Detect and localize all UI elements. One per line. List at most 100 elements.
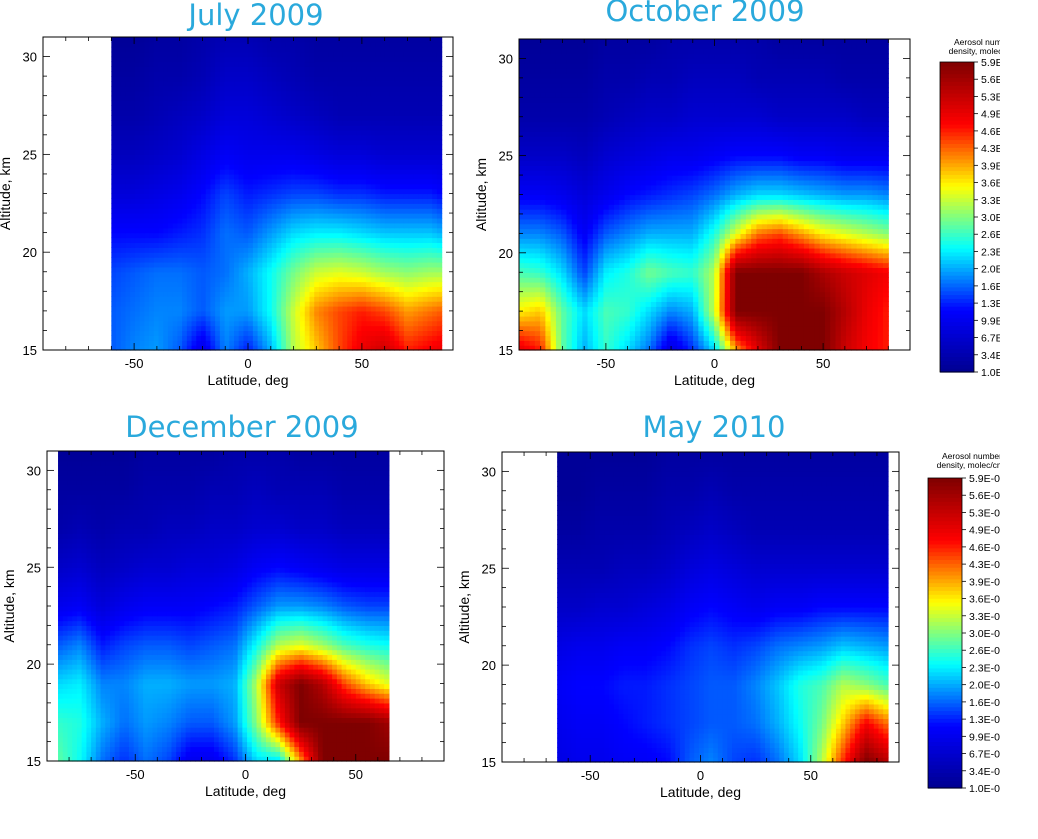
heatmap-cell — [399, 76, 405, 82]
heatmap-cell — [384, 125, 391, 131]
heatmap-cell — [229, 178, 235, 185]
heatmap-cell — [196, 237, 202, 244]
heatmap-cell — [408, 110, 414, 116]
heatmap-cell — [337, 100, 344, 107]
heatmap-cell — [730, 335, 736, 341]
heatmap-cell — [384, 217, 391, 224]
heatmap-cell — [351, 46, 358, 53]
heatmap-cell — [229, 183, 235, 190]
heatmap-cell — [163, 46, 169, 53]
heatmap-cell — [436, 51, 443, 58]
heatmap-cell — [200, 71, 207, 77]
heatmap-cell — [120, 217, 127, 224]
heatmap-cell — [234, 291, 240, 297]
heatmap-cell — [186, 95, 193, 102]
heatmap-cell — [205, 120, 212, 126]
heatmap-cell — [243, 81, 249, 87]
heatmap-cell — [224, 183, 230, 190]
heatmap-cell — [281, 198, 287, 204]
heatmap-cell — [182, 305, 188, 312]
heatmap-cell — [200, 51, 207, 58]
heatmap-cell — [267, 330, 273, 336]
heatmap-cell — [229, 71, 235, 77]
heatmap-cell — [300, 232, 306, 239]
heatmap-cell — [394, 134, 400, 141]
heatmap-cell — [413, 325, 419, 332]
heatmap-cell — [408, 340, 414, 346]
heatmap-cell — [210, 252, 216, 258]
heatmap-cell — [370, 173, 377, 180]
heatmap-cell — [314, 335, 320, 341]
heatmap-cell — [323, 237, 329, 244]
heatmap-cell — [295, 100, 301, 107]
heatmap-cell — [323, 208, 329, 214]
heatmap-cell — [300, 203, 306, 209]
heatmap-cell — [267, 85, 273, 92]
heatmap-cell — [342, 149, 348, 155]
heatmap-cell — [370, 242, 377, 248]
heatmap-cell — [295, 105, 301, 111]
heatmap-cell — [229, 257, 235, 263]
heatmap-cell — [318, 310, 325, 317]
heatmap-cell — [394, 41, 400, 48]
heatmap-cell — [243, 276, 249, 283]
heatmap-cell — [351, 61, 358, 67]
heatmap-cell — [333, 71, 339, 77]
heatmap-cell — [295, 345, 301, 351]
heatmap-cell — [361, 310, 367, 317]
heatmap-cell — [351, 125, 358, 131]
heatmap-cell — [285, 266, 292, 273]
heatmap-cell — [144, 325, 150, 332]
heatmap-cell — [271, 305, 278, 312]
heatmap-cell — [380, 247, 386, 253]
heatmap-cell — [613, 335, 620, 341]
heatmap-cell — [186, 291, 193, 297]
heatmap-cell — [134, 46, 141, 53]
heatmap-cell — [629, 325, 636, 332]
heatmap-cell — [519, 340, 525, 346]
heatmap-cell — [229, 173, 235, 180]
heatmap-cell — [243, 110, 249, 116]
heatmap-cell — [366, 345, 372, 351]
heatmap-cell — [295, 139, 301, 146]
heatmap-cell — [243, 242, 249, 248]
heatmap-cell — [399, 208, 405, 214]
heatmap-cell — [370, 340, 377, 346]
heatmap-cell — [745, 345, 752, 351]
heatmap-cell — [210, 198, 216, 204]
heatmap-cell — [219, 301, 226, 307]
heatmap-cell — [139, 56, 145, 63]
heatmap-cell — [158, 37, 164, 43]
heatmap-cell — [120, 90, 127, 97]
heatmap-cell — [116, 66, 122, 72]
heatmap-cell — [380, 183, 386, 190]
heatmap-cell — [403, 125, 410, 131]
heatmap-cell — [333, 110, 339, 116]
heatmap-cell — [234, 90, 240, 97]
heatmap-cell — [267, 173, 273, 180]
heatmap-cell — [418, 281, 424, 288]
heatmap-cell — [356, 247, 362, 253]
heatmap-cell — [640, 330, 647, 337]
heatmap-cell — [177, 237, 183, 244]
heatmap-cell — [116, 85, 122, 92]
heatmap-cell — [267, 271, 273, 278]
heatmap-cell — [342, 247, 348, 253]
heatmap-cell — [134, 222, 141, 229]
heatmap-cell — [191, 271, 197, 278]
heatmap-cell — [196, 271, 202, 278]
heatmap-cell — [422, 276, 429, 283]
heatmap-cell — [403, 276, 410, 283]
heatmap-cell — [422, 85, 429, 92]
heatmap-cell — [337, 90, 344, 97]
heatmap-cell — [403, 56, 410, 63]
heatmap-cell — [196, 310, 202, 317]
heatmap-cell — [724, 335, 731, 341]
heatmap-cell — [276, 237, 282, 244]
heatmap-cell — [177, 335, 183, 341]
heatmap-cell — [172, 120, 178, 126]
heatmap-cell — [276, 178, 282, 185]
heatmap-cell — [394, 222, 400, 229]
heatmap-cell — [361, 320, 367, 327]
heatmap-cell — [314, 46, 320, 53]
